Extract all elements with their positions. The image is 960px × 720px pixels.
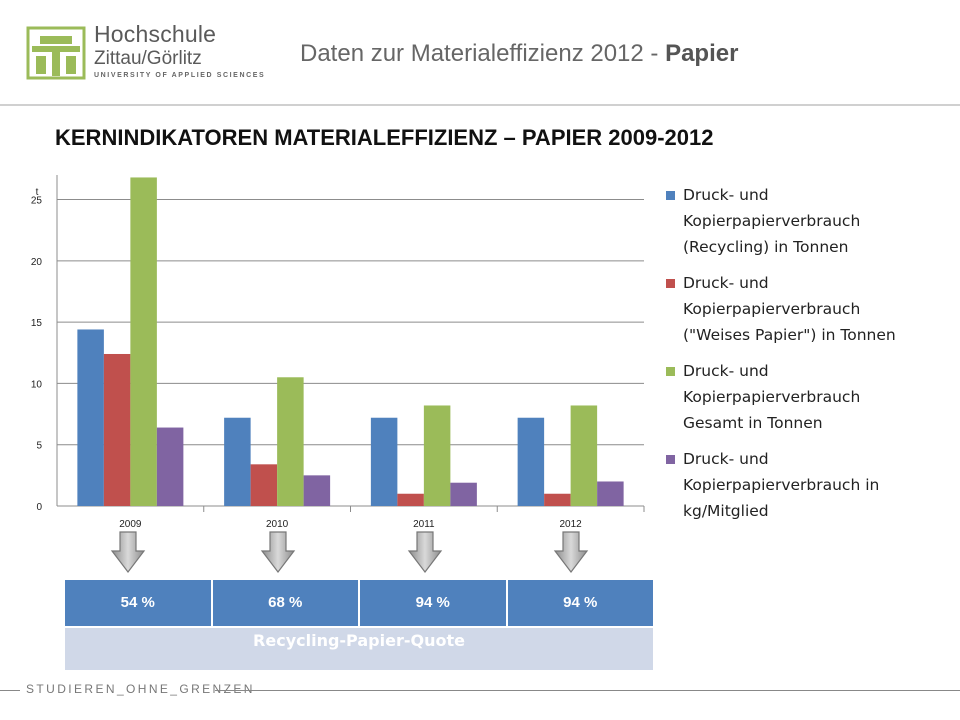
legend-item: Druck- und Kopierpapierverbrauch in kg/Mit…: [664, 446, 954, 524]
y-tick-label: 5: [36, 441, 42, 452]
chart-legend: Druck- und Kopierpapierverbrauch (Recyclin…: [664, 182, 954, 534]
bar-chart: 0 5 10 15 20 25t 2009 2010 2011 2012: [31, 175, 645, 530]
legend-item: Druck- und Kopierpapierverbrauch Gesamt in…: [664, 358, 954, 436]
quota-values-row: 54 % 68 % 94 % 94 %: [65, 580, 653, 626]
down-arrow-icon: [553, 531, 589, 573]
legend-label: Kopierpapierverbrauch: [683, 300, 861, 318]
legend-label: ("Weises Papier") in Tonnen: [683, 326, 896, 344]
x-tick-label: 2012: [560, 519, 583, 530]
bar: [397, 493, 424, 506]
bar: [156, 427, 184, 506]
quota-cell-2010: 68 %: [213, 580, 360, 626]
university-logo-icon: [26, 26, 86, 80]
down-arrow-icon: [260, 531, 296, 573]
quota-label: Recycling-Papier-Quote: [65, 626, 653, 670]
section-title: KERNINDIKATOREN MATERIALEFFIZIENZ – PAPI…: [55, 125, 714, 150]
legend-item: Druck- und Kopierpapierverbrauch ("Weises …: [664, 270, 954, 348]
logo-line-3: UNIVERSITY OF APPLIED SCIENCES: [94, 72, 266, 79]
bar: [517, 417, 545, 506]
y-tick-label: 10: [31, 379, 43, 390]
footer-rule-right: [215, 690, 960, 691]
bar: [544, 493, 571, 506]
legend-swatch: [666, 279, 675, 288]
legend-label: Druck- und: [683, 186, 769, 204]
footer-slogan: STUDIEREN_OHNE_GRENZEN: [26, 682, 255, 696]
legend-label: Druck- und: [683, 450, 769, 468]
down-arrow-icon: [407, 531, 443, 573]
legend-swatch: [666, 455, 675, 464]
legend-label: (Recycling) in Tonnen: [683, 238, 849, 256]
logo-line-1: Hochschule: [94, 21, 217, 47]
legend-label: Druck- und: [683, 274, 769, 292]
logo-line-2: Zittau/Görlitz: [94, 48, 202, 69]
y-axis-label: t: [36, 187, 39, 198]
y-tick-label: 15: [31, 318, 43, 329]
bar: [250, 464, 278, 506]
legend-swatch: [666, 191, 675, 200]
down-arrow-icon: [110, 531, 146, 573]
bar: [130, 177, 157, 507]
quota-cell-2012: 94 %: [563, 594, 598, 611]
bar: [277, 377, 304, 506]
bar: [370, 417, 398, 506]
legend-label: Kopierpapierverbrauch: [683, 388, 861, 406]
bar: [77, 329, 104, 506]
header-divider: [0, 104, 960, 106]
legend-item: Druck- und Kopierpapierverbrauch (Recyclin…: [664, 182, 954, 260]
legend-label: Gesamt in Tonnen: [683, 414, 823, 432]
x-tick-label: 2011: [413, 519, 435, 530]
quota-cell-2011: 94 %: [360, 580, 508, 626]
bar: [570, 405, 598, 506]
legend-label: Kopierpapierverbrauch in: [683, 476, 880, 494]
recycling-quota-table: 54 % 68 % 94 % 94 % Recycling-Papier-Quo…: [65, 580, 653, 670]
page-title-bold: Papier: [665, 40, 739, 67]
x-tick-label: 2009: [119, 519, 142, 530]
y-tick-label: 0: [36, 502, 42, 513]
bar: [423, 405, 451, 506]
bar: [303, 475, 331, 506]
legend-label: Druck- und: [683, 362, 769, 380]
quota-cell-2009: 54 %: [65, 580, 213, 626]
footer-rule-left: [0, 690, 20, 691]
bar: [103, 353, 131, 506]
legend-swatch: [666, 367, 675, 376]
x-tick-label: 2010: [266, 519, 289, 530]
y-tick-label: 20: [31, 257, 43, 268]
university-logo-text: Hochschule Zittau/Görlitz UNIVERSITY OF …: [94, 22, 265, 81]
bar: [450, 482, 477, 506]
legend-label: kg/Mitglied: [683, 502, 769, 520]
bar: [597, 481, 624, 506]
page-title: Daten zur Materialeffizienz 2012 - Papie…: [300, 40, 738, 68]
y-tick-label: 25: [31, 196, 43, 207]
page-title-prefix: Daten zur Materialeffizienz 2012 -: [300, 40, 666, 67]
bar: [224, 417, 251, 506]
legend-label: Kopierpapierverbrauch: [683, 212, 861, 230]
